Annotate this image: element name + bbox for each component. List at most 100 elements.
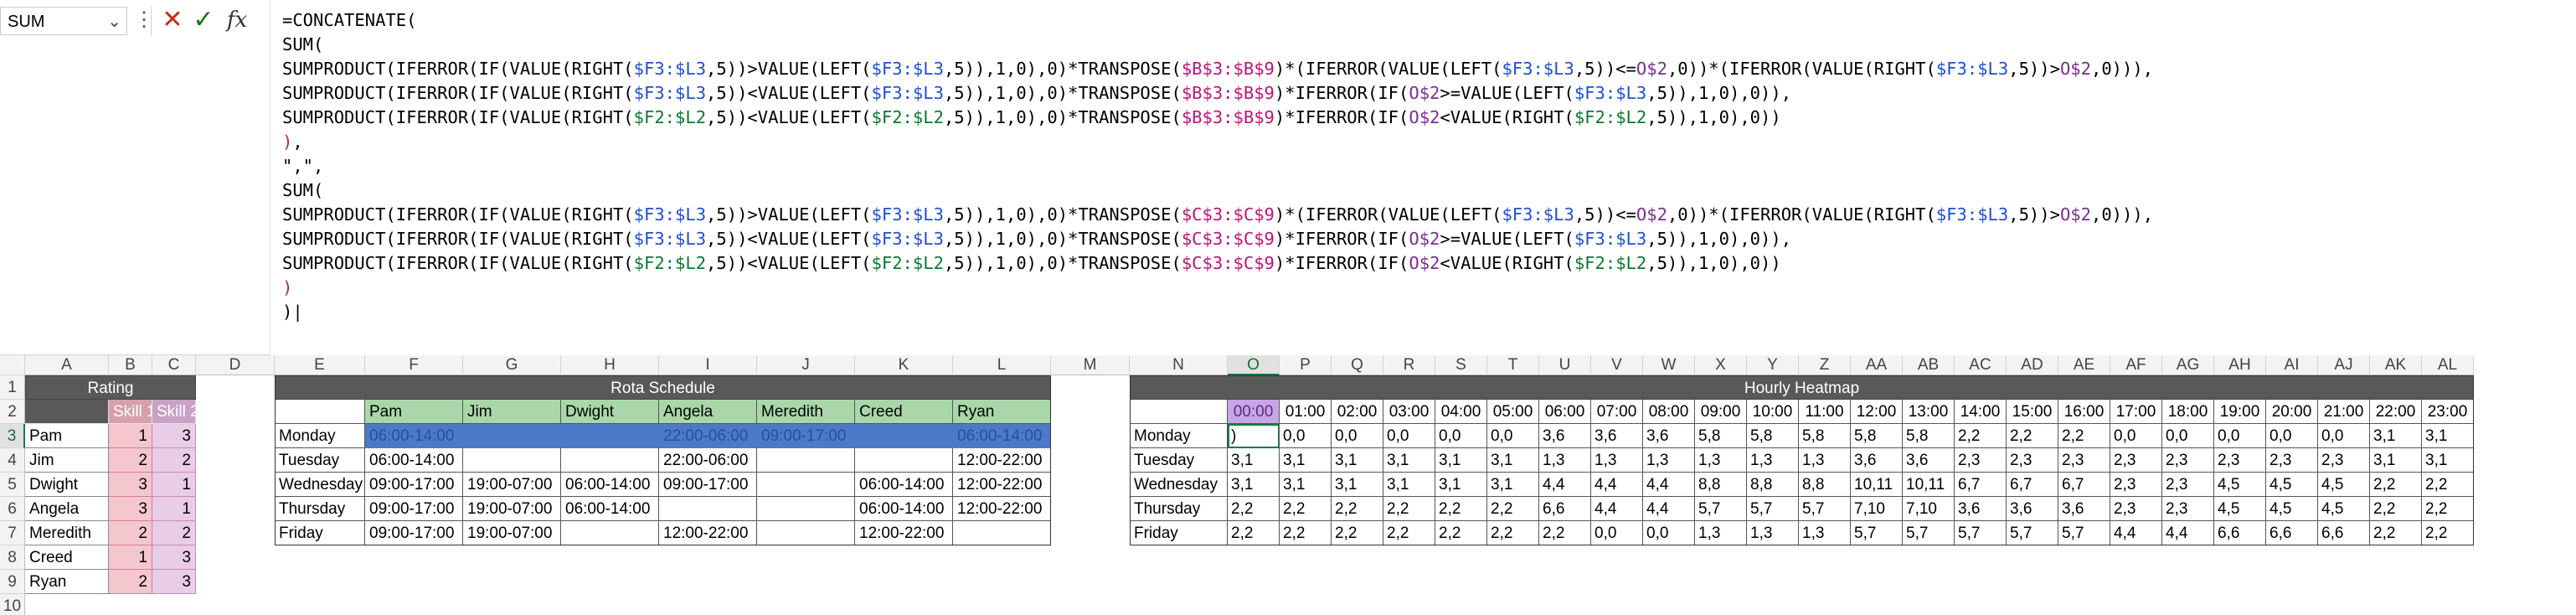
column-header-k[interactable]: K [855,355,953,375]
rota-shift-cell[interactable]: 12:00-22:00 [953,448,1051,473]
heatmap-value-cell[interactable]: 2,3 [2110,448,2162,473]
skill-2-cell[interactable]: 3 [152,545,196,570]
rota-shift-cell[interactable]: 12:00-22:00 [953,497,1051,521]
heatmap-value-cell[interactable]: 1,3 [1799,521,1851,545]
heatmap-day-label[interactable]: Friday [1130,521,1228,545]
rating-name-cell[interactable]: Pam [25,424,109,448]
column-header-ad[interactable]: AD [2007,355,2058,375]
rota-shift-cell[interactable] [659,497,757,521]
column-header-h[interactable]: H [561,355,659,375]
heatmap-value-cell[interactable]: 2,3 [2162,473,2214,497]
row-header-3[interactable]: 3 [0,424,25,448]
row-header-1[interactable]: 1 [0,375,25,400]
heatmap-value-cell[interactable]: 3,6 [1955,497,2007,521]
column-header-w[interactable]: W [1643,355,1695,375]
heatmap-value-cell[interactable]: 5,8 [1903,424,1955,448]
rota-shift-cell[interactable] [561,448,659,473]
column-header-u[interactable]: U [1539,355,1591,375]
heatmap-hour-header[interactable]: 11:00 [1799,400,1851,424]
column-header-i[interactable]: I [659,355,757,375]
heatmap-value-cell[interactable]: 8,8 [1799,473,1851,497]
chevron-down-icon[interactable]: ⌄ [107,13,121,31]
heatmap-hour-header[interactable]: 04:00 [1435,400,1487,424]
heatmap-value-cell[interactable]: 2,2 [1435,497,1487,521]
heatmap-value-cell[interactable]: 4,4 [1591,473,1643,497]
heatmap-value-cell[interactable]: 1,3 [1747,521,1799,545]
heatmap-value-cell[interactable]: 4,4 [1591,497,1643,521]
column-header-o[interactable]: O [1228,355,1280,375]
heatmap-value-cell[interactable]: 5,7 [1903,521,1955,545]
row-header-2[interactable]: 2 [0,400,25,424]
rota-shift-cell[interactable]: 19:00-07:00 [463,473,561,497]
heatmap-value-cell[interactable]: 3,6 [2007,497,2058,521]
rota-shift-cell[interactable]: 12:00-22:00 [659,521,757,545]
column-header-ab[interactable]: AB [1903,355,1955,375]
rating-name-cell[interactable]: Meredith [25,521,109,545]
heatmap-value-cell[interactable]: 2,2 [2422,497,2474,521]
rota-shift-cell[interactable] [561,521,659,545]
heatmap-value-cell[interactable]: 5,7 [2007,521,2058,545]
column-header-z[interactable]: Z [1799,355,1851,375]
heatmap-value-cell[interactable]: 4,5 [2214,473,2266,497]
heatmap-value-cell[interactable]: 6,6 [1539,497,1591,521]
rating-name-cell[interactable]: Creed [25,545,109,570]
heatmap-hour-header[interactable]: 14:00 [1955,400,2007,424]
heatmap-value-cell[interactable]: 0,0 [2318,424,2370,448]
rating-name-cell[interactable]: Jim [25,448,109,473]
column-header-al[interactable]: AL [2422,355,2474,375]
rota-shift-cell[interactable]: 06:00-14:00 [365,448,463,473]
skill-1-cell[interactable]: 2 [109,570,152,594]
rota-name-header[interactable]: Angela [659,400,757,424]
heatmap-hour-header[interactable]: 12:00 [1851,400,1903,424]
heatmap-hour-header[interactable]: 10:00 [1747,400,1799,424]
heatmap-hour-header[interactable]: 15:00 [2007,400,2058,424]
heatmap-value-cell[interactable]: 4,4 [2162,521,2214,545]
heatmap-value-cell[interactable]: 2,2 [1539,521,1591,545]
name-box[interactable]: SUM ⌄ [0,7,127,35]
heatmap-value-cell[interactable]: 5,7 [1955,521,2007,545]
heatmap-value-cell[interactable]: 7,10 [1851,497,1903,521]
rota-shift-cell[interactable]: 06:00-14:00 [365,424,463,448]
heatmap-value-cell[interactable]: 5,7 [2058,521,2110,545]
heatmap-hour-header[interactable]: 18:00 [2162,400,2214,424]
column-header-a[interactable]: A [25,355,109,375]
heatmap-value-cell[interactable]: 3,6 [1851,448,1903,473]
rota-day-label[interactable]: Friday [275,521,365,545]
rota-shift-cell[interactable] [855,448,953,473]
column-header-j[interactable]: J [757,355,855,375]
rota-shift-cell[interactable]: 09:00-17:00 [365,497,463,521]
heatmap-value-cell[interactable]: 8,8 [1747,473,1799,497]
heatmap-day-label[interactable]: Thursday [1130,497,1228,521]
column-header-b[interactable]: B [109,355,152,375]
formula-input[interactable]: =CONCATENATE(SUM(SUMPRODUCT(IFERROR(IF(V… [270,0,2576,355]
skill-2-cell[interactable]: 3 [152,570,196,594]
skill-1-cell[interactable]: 1 [109,545,152,570]
heatmap-value-cell[interactable]: 4,5 [2318,473,2370,497]
rota-day-label[interactable]: Tuesday [275,448,365,473]
heatmap-value-cell[interactable]: 3,1 [1383,448,1435,473]
heatmap-value-cell[interactable]: 10,11 [1851,473,1903,497]
rota-shift-cell[interactable]: 09:00-17:00 [757,424,855,448]
worksheet-grid[interactable]: A B C D E F G H I J K L M N O P Q R S T U V W X Y Z AA AB AC AD AE AF AG… [0,355,2576,615]
heatmap-value-cell[interactable]: 4,4 [1643,497,1695,521]
heatmap-value-cell[interactable]: 2,3 [2162,448,2214,473]
heatmap-value-cell[interactable]: 1,3 [1539,448,1591,473]
heatmap-value-cell[interactable]: 2,2 [1383,497,1435,521]
check-icon[interactable]: ✓ [193,6,214,34]
heatmap-hour-header[interactable]: 16:00 [2058,400,2110,424]
heatmap-value-cell[interactable]: 2,2 [1955,424,2007,448]
heatmap-hour-header[interactable]: 07:00 [1591,400,1643,424]
column-header-ah[interactable]: AH [2214,355,2266,375]
heatmap-value-cell[interactable]: 6,6 [2318,521,2370,545]
heatmap-value-cell[interactable]: 2,2 [1435,521,1487,545]
column-header-l[interactable]: L [953,355,1051,375]
rating-name-cell[interactable]: Dwight [25,473,109,497]
heatmap-value-cell[interactable]: 2,2 [2422,473,2474,497]
rota-shift-cell[interactable]: 06:00-14:00 [953,424,1051,448]
rota-shift-cell[interactable]: 12:00-22:00 [855,521,953,545]
heatmap-value-cell[interactable]: 2,2 [2370,521,2422,545]
heatmap-value-cell[interactable]: 2,2 [1228,521,1280,545]
heatmap-day-label[interactable]: Tuesday [1130,448,1228,473]
column-header-t[interactable]: T [1487,355,1539,375]
heatmap-hour-header[interactable]: 20:00 [2266,400,2318,424]
